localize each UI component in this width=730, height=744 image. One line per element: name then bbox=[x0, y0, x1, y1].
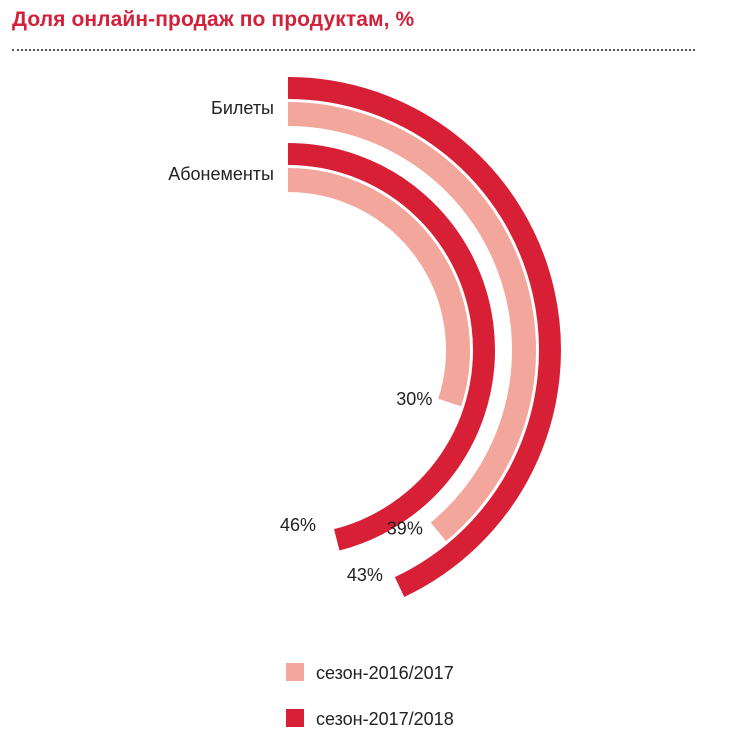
arc-билеты-сезон-2016-2017 bbox=[287, 102, 536, 542]
value-label-абонементы-сезон-2017-2018: 46% bbox=[280, 515, 316, 535]
value-label-билеты-сезон-2016-2017: 39% bbox=[387, 519, 423, 539]
chart-title: Доля онлайн-продаж по продуктам, % bbox=[12, 8, 415, 31]
category-label-абонементы: Абонементы bbox=[168, 164, 274, 184]
category-label-билеты: Билеты bbox=[211, 98, 274, 118]
title-divider bbox=[12, 49, 695, 51]
value-label-билеты-сезон-2017-2018: 43% bbox=[347, 565, 383, 585]
arc-абонементы-сезон-2017-2018 bbox=[287, 143, 495, 551]
arc-абонементы-сезон-2016-2017 bbox=[287, 168, 470, 407]
legend-label-2: сезон-2017/2018 bbox=[316, 709, 454, 729]
legend-label-1: сезон-2016/2017 bbox=[316, 663, 454, 683]
legend-swatch-1 bbox=[286, 663, 304, 681]
arc-билеты-сезон-2017-2018 bbox=[287, 77, 561, 598]
value-label-абонементы-сезон-2016-2017: 30% bbox=[396, 389, 432, 409]
legend-swatch-2 bbox=[286, 709, 304, 727]
